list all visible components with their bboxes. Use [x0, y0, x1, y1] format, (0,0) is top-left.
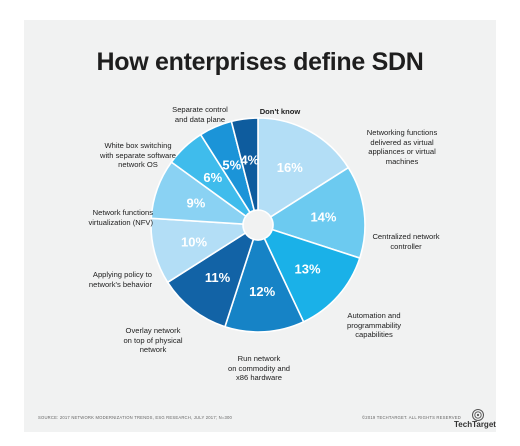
donut-slice: [269, 166, 366, 260]
slice-value-label: 9%: [187, 196, 206, 211]
label-line: machines: [385, 156, 419, 166]
label-line: appliances or virtual: [368, 147, 436, 157]
label-line: on top of physical: [123, 335, 183, 345]
donut-slice: [166, 231, 255, 328]
label-line: Overlay network: [125, 326, 181, 335]
label-line: on commodity and: [227, 363, 291, 373]
label-line: White box switching: [104, 141, 172, 150]
label-line: network's behavior: [88, 279, 152, 289]
slice-value-label: 11%: [205, 270, 231, 285]
slice-value-label: 13%: [294, 262, 320, 277]
slice-value-label: 4%: [240, 153, 259, 168]
brand-name: TechTarget: [454, 420, 496, 429]
source-note: SOURCE: 2017 NETWORK MODERNIZATION TREND…: [38, 415, 233, 420]
label-line: Automation and: [347, 311, 401, 320]
label-line: network: [139, 345, 167, 355]
donut-slice: [230, 117, 259, 212]
label-separate-control: Separate control and data plane: [172, 105, 228, 124]
chart-title: How enterprises define SDN: [96, 48, 424, 76]
label-line: capabilities: [355, 330, 393, 340]
slice-value-label: 10%: [181, 234, 207, 249]
donut-slice: [223, 237, 305, 333]
label-line: virtualization (NFV): [88, 217, 153, 227]
label-commodity-hardware: Run network on commodity and x86 hardware: [228, 354, 290, 383]
label-virtual-appliances: Networking functions delivered as virtual…: [367, 128, 438, 166]
label-line: delivered as virtual: [370, 137, 434, 147]
label-line: Separate control: [172, 105, 228, 114]
chart-card: [24, 20, 496, 432]
donut-slice: [263, 228, 361, 323]
label-centralized-controller: Centralized network controller: [372, 232, 439, 251]
donut-slice: [257, 117, 350, 219]
label-line: Run network: [237, 354, 281, 363]
slice-value-label: 6%: [203, 170, 222, 185]
label-nfv: Network functions virtualization (NFV): [88, 208, 153, 227]
label-dont-know: Don't know: [260, 107, 301, 117]
label-line: Networking functions: [366, 128, 438, 137]
slice-value-label: 14%: [310, 210, 336, 225]
slice-value-label: 12%: [249, 284, 275, 299]
label-line: with separate software: [100, 150, 176, 160]
label-applying-policy: Applying policy to network's behavior: [89, 270, 152, 289]
copyright-note: ©2019 TECHTARGET. ALL RIGHTS RESERVED: [362, 415, 461, 420]
label-line: Network functions: [92, 208, 153, 217]
label-line: x86 hardware: [235, 373, 282, 383]
label-line: network OS: [118, 160, 158, 170]
label-line: controller: [390, 241, 422, 251]
techtarget-logo-icon: [472, 409, 484, 421]
label-overlay-network: Overlay network on top of physical network: [123, 326, 182, 355]
label-automation: Automation and programmability capabilitie…: [347, 311, 401, 340]
label-line: Don't know: [259, 107, 301, 116]
label-line: Centralized network: [372, 232, 440, 241]
label-line: programmability: [346, 320, 402, 330]
slice-value-label: 5%: [222, 157, 241, 172]
label-line: Applying policy to: [92, 270, 152, 279]
slice-value-label: 16%: [277, 160, 303, 175]
label-white-box: White box switching with separate softwar…: [100, 141, 176, 170]
label-line: and data plane: [174, 114, 226, 124]
